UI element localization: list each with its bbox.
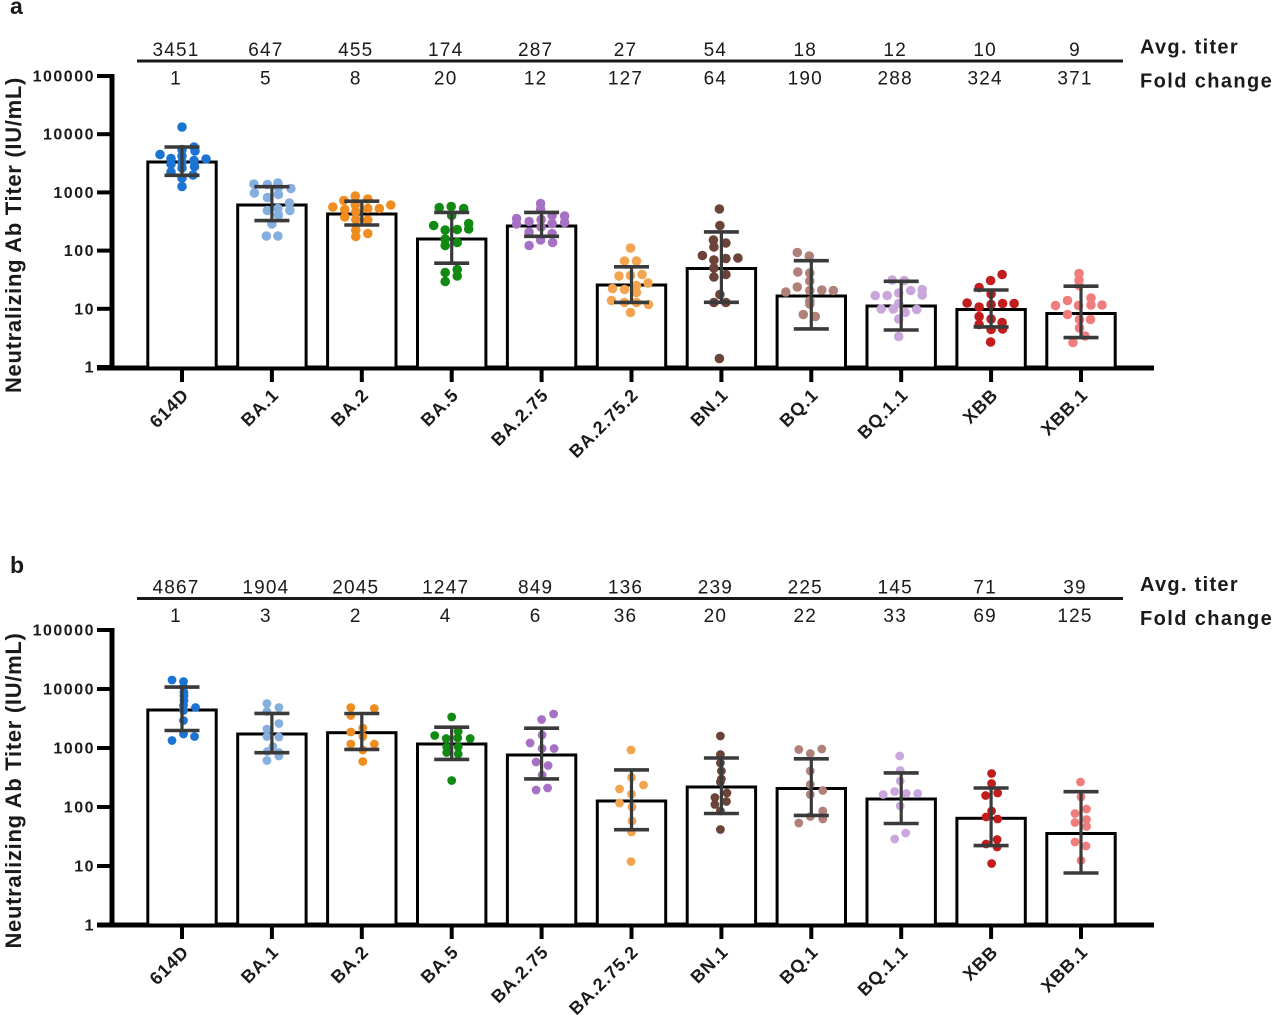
svg-text:54: 54: [704, 40, 728, 61]
svg-text:10000: 10000: [43, 682, 95, 699]
svg-text:9: 9: [1069, 40, 1081, 61]
svg-text:288: 288: [878, 69, 913, 90]
svg-text:100000: 100000: [33, 623, 95, 640]
svg-text:71: 71: [973, 578, 997, 599]
svg-text:12: 12: [883, 40, 907, 61]
svg-text:18: 18: [794, 40, 818, 61]
svg-text:10: 10: [74, 301, 95, 318]
svg-text:1000: 1000: [53, 741, 95, 758]
svg-text:10: 10: [973, 40, 997, 61]
svg-text:174: 174: [428, 40, 463, 61]
svg-text:20: 20: [434, 69, 458, 90]
svg-text:Neutralizing Ab Titer (IU/mL): Neutralizing Ab Titer (IU/mL): [1, 77, 26, 393]
svg-text:1: 1: [85, 360, 95, 377]
svg-text:2045: 2045: [332, 578, 379, 599]
svg-text:4867: 4867: [152, 578, 199, 599]
svg-text:324: 324: [967, 69, 1002, 90]
svg-text:27: 27: [614, 40, 638, 61]
svg-text:12: 12: [524, 69, 548, 90]
svg-text:64: 64: [704, 69, 728, 90]
svg-text:Fold change: Fold change: [1140, 70, 1273, 92]
svg-text:10000: 10000: [43, 127, 95, 144]
svg-text:190: 190: [788, 69, 823, 90]
svg-text:Neutralizing Ab Titer (IU/mL): Neutralizing Ab Titer (IU/mL): [1, 632, 26, 948]
svg-text:647: 647: [248, 40, 283, 61]
svg-text:455: 455: [338, 40, 373, 61]
svg-text:100000: 100000: [33, 69, 95, 86]
svg-text:1: 1: [85, 918, 95, 935]
svg-text:371: 371: [1057, 69, 1092, 90]
svg-text:100: 100: [64, 243, 95, 260]
svg-text:36: 36: [614, 606, 638, 627]
svg-text:1: 1: [170, 606, 182, 627]
svg-text:8: 8: [350, 69, 362, 90]
svg-text:1: 1: [170, 69, 182, 90]
svg-text:225: 225: [788, 578, 823, 599]
svg-text:a: a: [10, 0, 23, 19]
svg-text:239: 239: [698, 578, 733, 599]
svg-text:136: 136: [608, 578, 643, 599]
svg-text:69: 69: [973, 606, 997, 627]
svg-text:1904: 1904: [242, 578, 289, 599]
svg-text:Fold change: Fold change: [1140, 608, 1273, 630]
svg-text:20: 20: [704, 606, 728, 627]
svg-text:125: 125: [1057, 606, 1092, 627]
svg-text:3: 3: [260, 606, 272, 627]
svg-text:Avg. titer: Avg. titer: [1140, 574, 1239, 596]
svg-text:3451: 3451: [152, 40, 199, 61]
svg-text:1000: 1000: [53, 185, 95, 202]
svg-text:22: 22: [794, 606, 818, 627]
svg-text:4: 4: [440, 606, 452, 627]
svg-text:1247: 1247: [422, 578, 469, 599]
svg-text:127: 127: [608, 69, 643, 90]
svg-text:287: 287: [518, 40, 553, 61]
svg-text:849: 849: [518, 578, 553, 599]
svg-text:b: b: [10, 552, 24, 578]
svg-text:39: 39: [1063, 578, 1087, 599]
svg-text:145: 145: [878, 578, 913, 599]
svg-text:Avg. titer: Avg. titer: [1140, 36, 1239, 58]
svg-text:2: 2: [350, 606, 362, 627]
svg-text:10: 10: [74, 859, 95, 876]
svg-text:33: 33: [883, 606, 907, 627]
svg-text:6: 6: [530, 606, 542, 627]
svg-text:100: 100: [64, 800, 95, 817]
svg-text:5: 5: [260, 69, 272, 90]
